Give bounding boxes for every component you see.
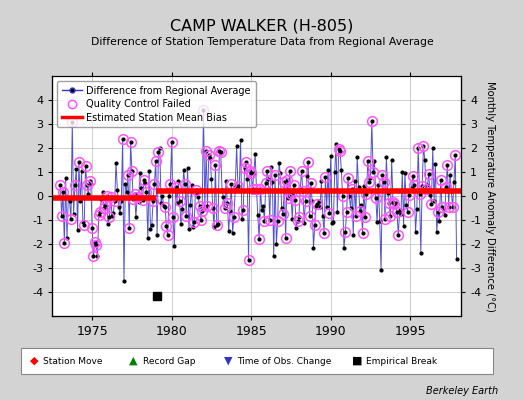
Text: ▼: ▼ — [224, 356, 232, 366]
Text: ■: ■ — [352, 356, 363, 366]
Y-axis label: Monthly Temperature Anomaly Difference (°C): Monthly Temperature Anomaly Difference (… — [485, 80, 495, 312]
Legend: Difference from Regional Average, Quality Control Failed, Estimated Station Mean: Difference from Regional Average, Qualit… — [57, 81, 256, 127]
Text: Station Move: Station Move — [43, 356, 103, 366]
Text: ▲: ▲ — [129, 356, 138, 366]
Text: Record Gap: Record Gap — [143, 356, 195, 366]
Text: ◆: ◆ — [30, 356, 38, 366]
Text: Time of Obs. Change: Time of Obs. Change — [237, 356, 331, 366]
Text: Difference of Station Temperature Data from Regional Average: Difference of Station Temperature Data f… — [91, 37, 433, 47]
Text: Empirical Break: Empirical Break — [366, 356, 438, 366]
Text: Berkeley Earth: Berkeley Earth — [425, 386, 498, 396]
Text: CAMP WALKER (H-805): CAMP WALKER (H-805) — [170, 18, 354, 34]
